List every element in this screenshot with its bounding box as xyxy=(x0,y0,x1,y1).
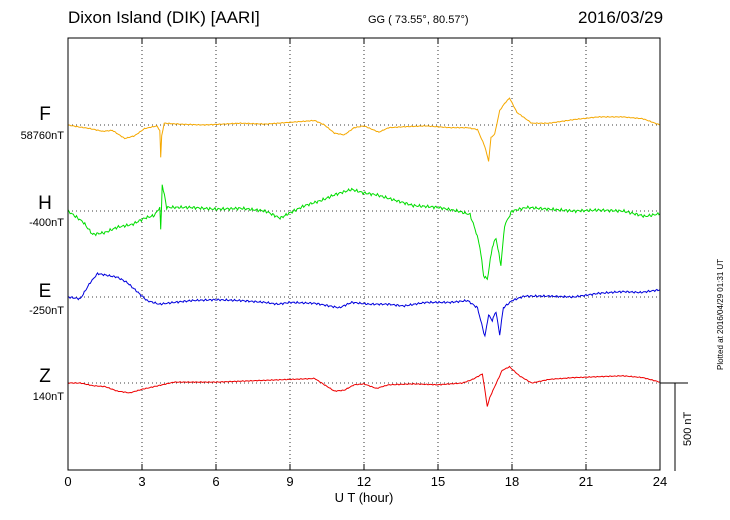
x-tick-label-6: 6 xyxy=(212,474,219,489)
x-tick-label-0: 0 xyxy=(64,474,71,489)
x-axis-label: U T (hour) xyxy=(335,490,394,505)
date-label: 2016/03/29 xyxy=(578,8,664,27)
scale-bar xyxy=(660,382,688,471)
scale-bar-label: 500 nT xyxy=(682,411,694,446)
series-layer xyxy=(67,97,661,407)
series-line-z xyxy=(67,365,660,407)
x-tick-label-15: 15 xyxy=(431,474,445,489)
plot-footnote: Plotted at 2016/04/29 01:31 UT xyxy=(716,258,725,370)
series-line-e xyxy=(67,271,661,338)
x-tick-label-21: 21 xyxy=(579,474,593,489)
baseline-label-h: -400nT xyxy=(29,217,64,229)
series-label-f: F xyxy=(39,104,51,125)
series-label-z: Z xyxy=(39,366,51,387)
coordinates-label: GG ( 73.55°, 80.57°) xyxy=(368,14,469,26)
baseline-label-e: -250nT xyxy=(29,305,64,317)
station-title: Dixon Island (DIK) [AARI] xyxy=(68,8,260,27)
grid-lines xyxy=(141,38,587,470)
series-label-e: E xyxy=(38,281,52,302)
x-tick-label-18: 18 xyxy=(505,474,519,489)
series-line-f xyxy=(68,97,661,162)
x-tick-label-9: 9 xyxy=(286,474,293,489)
baseline-lines xyxy=(68,124,660,384)
x-tick-label-3: 3 xyxy=(138,474,145,489)
baseline-label-f: 58760nT xyxy=(20,130,64,142)
x-tick-label-24: 24 xyxy=(653,474,667,489)
baseline-label-z: 140nT xyxy=(32,391,64,403)
x-tick-label-12: 12 xyxy=(357,474,371,489)
x-ticks: 0 3 6 9 12 15 18 21 24 xyxy=(64,38,667,489)
series-label-h: H xyxy=(38,193,52,214)
series-line-h xyxy=(67,184,661,281)
